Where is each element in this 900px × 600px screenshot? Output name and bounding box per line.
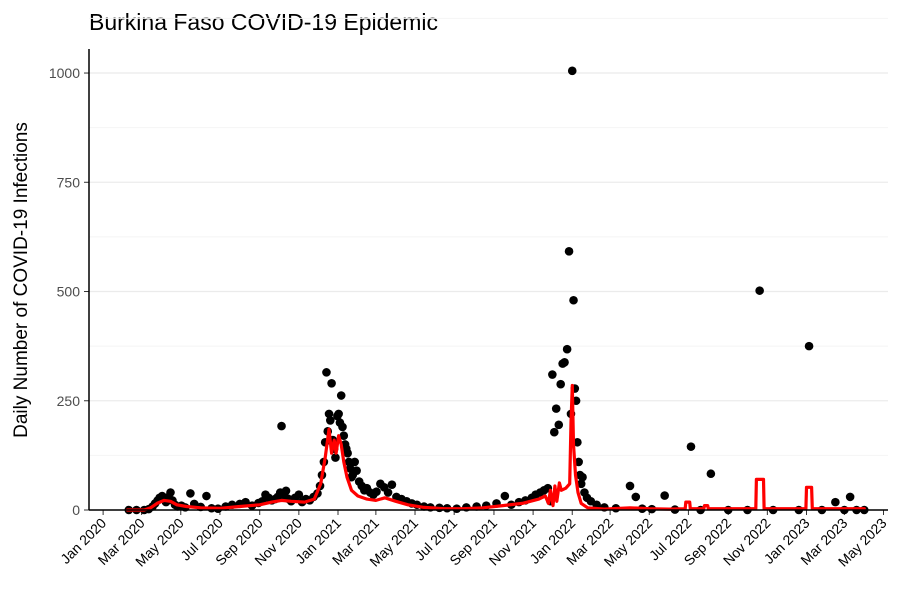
- data-point: [383, 488, 393, 497]
- data-point: [755, 286, 764, 295]
- grid: [89, 17, 888, 511]
- data-point: [186, 489, 195, 498]
- data-point: [322, 368, 331, 377]
- data-point: [202, 491, 211, 501]
- data-point: [573, 437, 582, 447]
- y-tick-label: 500: [57, 284, 81, 300]
- scatter-points: [124, 66, 869, 515]
- data-point: [350, 457, 359, 467]
- data-point: [277, 421, 286, 431]
- data-point: [326, 416, 335, 425]
- data-point: [324, 409, 334, 419]
- data-point: [352, 466, 361, 475]
- series-line: [125, 383, 866, 512]
- data-point: [804, 341, 814, 351]
- data-point: [556, 379, 565, 389]
- data-point: [336, 391, 346, 400]
- data-point: [574, 457, 583, 467]
- data-point: [631, 492, 641, 502]
- data-point: [331, 453, 340, 462]
- data-point: [549, 427, 559, 437]
- data-point: [338, 422, 347, 432]
- data-point: [343, 448, 352, 458]
- data-point: [500, 491, 510, 501]
- data-point: [625, 481, 635, 491]
- data-point: [281, 486, 291, 496]
- data-point: [554, 420, 564, 430]
- chart-title: Burkina Faso COVID-19 Epidemic: [89, 9, 438, 35]
- y-tick-label: 0: [72, 502, 80, 518]
- data-point: [339, 431, 349, 441]
- data-point: [551, 404, 561, 413]
- data-point: [567, 66, 577, 76]
- data-point: [660, 491, 669, 500]
- data-point: [706, 469, 716, 479]
- data-point: [686, 442, 696, 451]
- data-point: [564, 247, 574, 256]
- data-point: [387, 480, 397, 489]
- y-axis-ticks: 0 250 500 750 1000: [49, 65, 89, 518]
- data-point: [327, 378, 336, 388]
- data-point: [831, 497, 840, 507]
- data-point: [334, 409, 343, 419]
- data-point: [548, 370, 557, 379]
- data-point: [578, 472, 587, 482]
- data-point: [569, 295, 578, 305]
- y-tick-label: 1000: [49, 65, 80, 81]
- trend-lines: [125, 383, 866, 512]
- data-point: [560, 358, 569, 367]
- y-tick-label: 250: [57, 393, 81, 409]
- data-point: [562, 344, 572, 354]
- data-point: [294, 490, 304, 500]
- data-point: [845, 492, 855, 502]
- y-axis-label: Daily Number of COVID-19 Infections: [11, 122, 32, 438]
- y-tick-label: 750: [57, 174, 81, 190]
- data-point: [372, 487, 381, 496]
- data-point: [576, 479, 586, 489]
- data-point: [166, 488, 175, 497]
